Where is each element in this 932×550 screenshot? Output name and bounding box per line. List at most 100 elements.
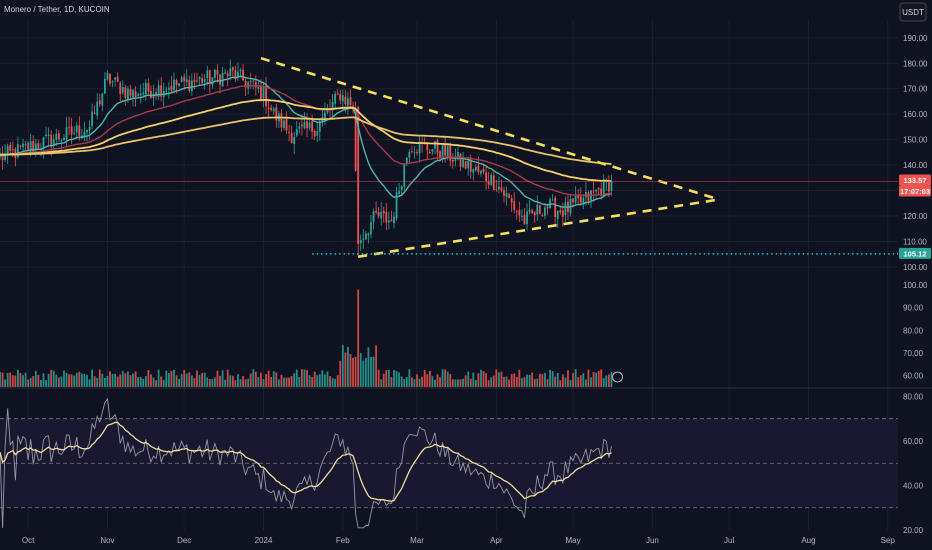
volume-bar (313, 371, 316, 387)
currency-button[interactable]: USDT (899, 2, 927, 22)
candle-body (293, 136, 296, 145)
volume-bar (214, 377, 216, 387)
candle-body (326, 109, 329, 113)
candle-body (313, 131, 316, 137)
volume-bar (444, 369, 447, 387)
volume-bar (1, 372, 4, 387)
price-axis-tick: 190.00 (903, 34, 928, 43)
candle-body (37, 143, 40, 149)
candle-body (34, 143, 37, 151)
volume-bar (554, 376, 557, 387)
candle-body (1, 153, 4, 161)
volume-bar (152, 377, 155, 387)
candle-body (364, 233, 367, 240)
volume-bar (574, 369, 577, 387)
volume-bar (326, 371, 329, 387)
candle-body (467, 160, 470, 169)
candle-body (431, 149, 434, 152)
candle-body (426, 143, 429, 151)
candle-body (24, 144, 27, 146)
candle-body (380, 211, 383, 219)
candle-body (22, 143, 24, 148)
candle-body (147, 82, 150, 92)
candle-body (83, 131, 86, 137)
candle-body (577, 195, 580, 199)
volume-bar (541, 374, 544, 387)
time-axis-tick: Oct (22, 536, 35, 545)
volume-bar (300, 369, 303, 387)
volume-bar (27, 379, 30, 387)
volume-bar (510, 374, 513, 387)
volume-bar (454, 379, 457, 387)
volume-bar (518, 369, 521, 387)
candle-body (272, 108, 275, 112)
volume-bar (40, 379, 42, 387)
volume-bar (318, 374, 321, 387)
candle-body (150, 90, 152, 99)
volume-bar (262, 379, 265, 387)
volume-bar (354, 356, 357, 387)
currency-button-label[interactable]: USDT (902, 8, 924, 17)
candle-body (564, 202, 567, 216)
volume-bar (188, 372, 191, 387)
volume-bar (106, 375, 109, 387)
candle-body (597, 188, 600, 190)
volume-bar (272, 371, 275, 387)
candle-body (357, 106, 360, 245)
volume-bar (283, 377, 285, 387)
candle-body (349, 97, 352, 106)
volume-bar (103, 377, 106, 387)
volume-bar (408, 369, 411, 387)
candle-body (551, 199, 554, 201)
candle-body (602, 179, 605, 197)
volume-bar (185, 373, 188, 387)
candle-body (490, 175, 493, 185)
candle-body (477, 165, 480, 173)
volume-bar (513, 373, 516, 387)
volume-bar (45, 380, 47, 387)
volume-bar (561, 374, 564, 387)
volume-bar (167, 372, 170, 387)
candle-body (495, 189, 498, 190)
candle-body (610, 181, 613, 192)
candle-body (324, 112, 326, 119)
volume-bar (252, 369, 255, 387)
candle-body (533, 212, 536, 216)
candle-body (306, 121, 308, 129)
volume-bar (11, 375, 14, 387)
candle-body (198, 77, 201, 80)
candle-body (70, 126, 73, 135)
time-axis-tick: May (566, 536, 581, 545)
candle-body (52, 139, 55, 146)
candle-body (316, 131, 319, 136)
volume-bar (523, 377, 526, 387)
candle-body (124, 87, 127, 98)
volume-axis-tick: 70.00 (903, 349, 924, 358)
volume-bar (157, 369, 160, 387)
volume-bar (139, 376, 142, 387)
candle-body (398, 191, 401, 194)
candle-body (193, 79, 196, 83)
candle-body (208, 70, 211, 84)
volume-bar (431, 376, 434, 387)
support-badge: 105.12 (904, 249, 927, 258)
volume-bar (65, 372, 68, 387)
candle-body (459, 153, 462, 167)
volume-bar (451, 379, 454, 387)
rsi-axis-tick: 60.00 (903, 437, 924, 446)
candle-body (298, 126, 301, 129)
volume-bar (121, 370, 124, 387)
time-axis-tick: Dec (177, 536, 191, 545)
candle-body (377, 211, 380, 217)
candle-body (9, 144, 12, 151)
candle-body (503, 190, 505, 196)
volume-bar (359, 353, 362, 387)
candle-body (144, 82, 147, 95)
volume-bar (170, 370, 173, 387)
candle-body (600, 188, 603, 196)
candle-body (98, 100, 101, 105)
candle-body (334, 93, 337, 104)
candle-body (68, 126, 70, 128)
candle-body (308, 122, 311, 128)
